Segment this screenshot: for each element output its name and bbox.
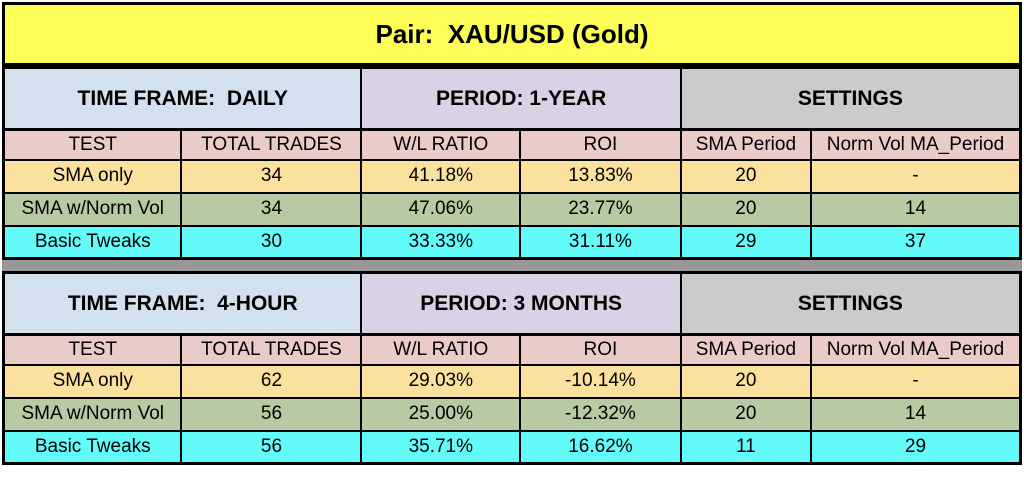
period-header: PERIOD: 3 MONTHS — [360, 271, 682, 336]
cell-sma-period: 11 — [679, 429, 812, 465]
cell-norm-vol-ma-period: 14 — [809, 191, 1022, 227]
cell-norm-vol-ma-period: 29 — [809, 429, 1022, 465]
settings-header: SETTINGS — [679, 66, 1022, 131]
cell-wl-ratio: 41.18% — [360, 158, 522, 194]
cell-wl-ratio: 35.71% — [360, 429, 522, 465]
cell-roi: 13.83% — [519, 158, 682, 194]
column-header-test: TEST — [2, 128, 183, 161]
column-header-roi: ROI — [519, 333, 682, 366]
column-header-wl-ratio: W/L RATIO — [360, 333, 522, 366]
cell-test: SMA only — [2, 363, 183, 399]
table-row: SMA only 34 41.18% 13.83% 20 - — [2, 158, 1022, 194]
cell-roi: 31.11% — [519, 224, 682, 260]
column-header-norm-vol-ma-period: Norm Vol MA_Period — [809, 128, 1022, 161]
cell-sma-period: 20 — [679, 158, 812, 194]
cell-wl-ratio: 47.06% — [360, 191, 522, 227]
column-header-sma-period: SMA Period — [679, 128, 812, 161]
daily-results-table: TIME FRAME: DAILY PERIOD: 1-YEAR SETTING… — [2, 66, 1022, 260]
cell-norm-vol-ma-period: 37 — [809, 224, 1022, 260]
table-row: SMA w/Norm Vol 56 25.00% -12.32% 20 14 — [2, 396, 1022, 432]
cell-test: SMA w/Norm Vol — [2, 396, 183, 432]
period-header: PERIOD: 1-YEAR — [360, 66, 682, 131]
column-header-norm-vol-ma-period: Norm Vol MA_Period — [809, 333, 1022, 366]
cell-total-trades: 34 — [180, 191, 363, 227]
cell-test: SMA only — [2, 158, 183, 194]
cell-roi: -12.32% — [519, 396, 682, 432]
daily-column-header-row: TEST TOTAL TRADES W/L RATIO ROI SMA Peri… — [2, 128, 1022, 161]
column-header-sma-period: SMA Period — [679, 333, 812, 366]
column-header-roi: ROI — [519, 128, 682, 161]
cell-total-trades: 62 — [180, 363, 363, 399]
cell-roi: 16.62% — [519, 429, 682, 465]
column-header-total-trades: TOTAL TRADES — [180, 333, 363, 366]
column-header-test: TEST — [2, 333, 183, 366]
cell-test: SMA w/Norm Vol — [2, 191, 183, 227]
cell-wl-ratio: 33.33% — [360, 224, 522, 260]
daily-band-row: TIME FRAME: DAILY PERIOD: 1-YEAR SETTING… — [2, 66, 1022, 131]
cell-total-trades: 34 — [180, 158, 363, 194]
table-row: Basic Tweaks 30 33.33% 31.11% 29 37 — [2, 224, 1022, 260]
time-frame-header: TIME FRAME: DAILY — [2, 66, 363, 131]
time-frame-header: TIME FRAME: 4-HOUR — [2, 271, 363, 336]
cell-roi: -10.14% — [519, 363, 682, 399]
cell-total-trades: 56 — [180, 396, 363, 432]
cell-norm-vol-ma-period: - — [809, 363, 1022, 399]
column-header-total-trades: TOTAL TRADES — [180, 128, 363, 161]
cell-norm-vol-ma-period: - — [809, 158, 1022, 194]
column-header-wl-ratio: W/L RATIO — [360, 128, 522, 161]
cell-norm-vol-ma-period: 14 — [809, 396, 1022, 432]
table-row: Basic Tweaks 56 35.71% 16.62% 11 29 — [2, 429, 1022, 465]
cell-sma-period: 20 — [679, 363, 812, 399]
settings-header: SETTINGS — [679, 271, 1022, 336]
four-hour-column-header-row: TEST TOTAL TRADES W/L RATIO ROI SMA Peri… — [2, 333, 1022, 366]
cell-roi: 23.77% — [519, 191, 682, 227]
cell-sma-period: 29 — [679, 224, 812, 260]
cell-sma-period: 20 — [679, 396, 812, 432]
cell-wl-ratio: 25.00% — [360, 396, 522, 432]
table-row: SMA w/Norm Vol 34 47.06% 23.77% 20 14 — [2, 191, 1022, 227]
table-row: SMA only 62 29.03% -10.14% 20 - — [2, 363, 1022, 399]
cell-sma-period: 20 — [679, 191, 812, 227]
pair-title: Pair: XAU/USD (Gold) — [2, 2, 1022, 66]
cell-total-trades: 56 — [180, 429, 363, 465]
cell-test: Basic Tweaks — [2, 224, 183, 260]
four-hour-band-row: TIME FRAME: 4-HOUR PERIOD: 3 MONTHS SETT… — [2, 271, 1022, 336]
four-hour-results-table: TIME FRAME: 4-HOUR PERIOD: 3 MONTHS SETT… — [2, 271, 1022, 465]
cell-total-trades: 30 — [180, 224, 363, 260]
cell-wl-ratio: 29.03% — [360, 363, 522, 399]
table-divider — [2, 260, 1022, 271]
cell-test: Basic Tweaks — [2, 429, 183, 465]
